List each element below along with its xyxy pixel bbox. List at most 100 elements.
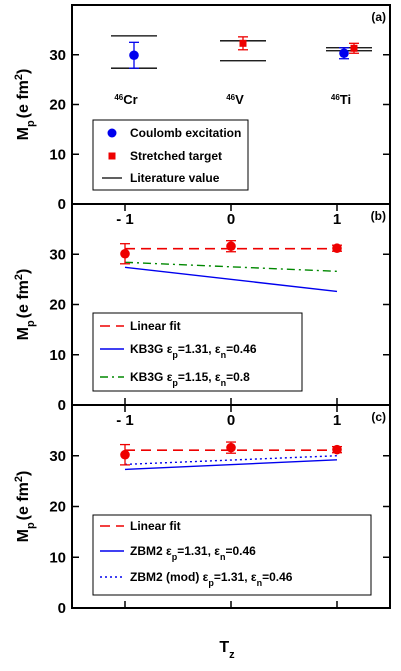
legend-eps-p-value: =1.31, (177, 544, 214, 558)
y-axis-label-units: (e fm (15, 280, 32, 318)
mass-number: 46 (226, 93, 235, 102)
data-point (332, 243, 342, 254)
y-axis-label-subscript: p (25, 320, 37, 327)
element-symbol: V (235, 92, 244, 107)
legend-label: ZBM2 εp=1.31, εn=0.46 (130, 544, 256, 562)
x-axis-label: Tz (219, 639, 235, 661)
y-tick-label: 0 (58, 397, 66, 414)
y-axis-label-subscript: p (25, 522, 37, 529)
legend-label: Linear fit (130, 319, 181, 333)
category-label: 46Cr (114, 92, 137, 107)
legend-eps-p-value: =1.31, (178, 342, 215, 356)
y-axis-label-close: ) (15, 269, 32, 274)
y-axis-label: Mp (e fm2) (13, 471, 37, 543)
series-line-1 (124, 266, 338, 293)
y-tick-label: 30 (49, 246, 66, 263)
x-axis-label-symbol: T (219, 639, 229, 656)
legend-label: Literature value (130, 171, 220, 185)
legend-epsilon-n: ε (215, 342, 221, 356)
panel-label: (a) (371, 10, 386, 24)
coulomb-point (129, 50, 139, 61)
legend-name: ZBM2 (130, 544, 166, 558)
y-axis-label-superscript: 2 (13, 74, 25, 80)
svg-text:Mp(e fm2): Mp (e fm2) (13, 471, 37, 543)
data-point (120, 248, 130, 259)
legend-name: Linear fit (130, 319, 181, 333)
y-tick-label: 30 (49, 47, 66, 64)
legend-name: KB3G (130, 370, 163, 384)
legend-eps-n-value: =0.46 (262, 570, 293, 584)
data-point (332, 444, 342, 455)
data-point (226, 241, 236, 252)
legend-name: KB3G (130, 342, 163, 356)
legend-label: Coulomb excitation (130, 126, 241, 140)
legend-epsilon-n: ε (251, 570, 257, 584)
y-tick-label: 10 (49, 146, 66, 163)
series-line-2 (124, 261, 338, 273)
series-line-2 (124, 455, 338, 466)
stretched-point (350, 44, 358, 52)
x-tick-label: 0 (227, 412, 235, 429)
legend-label: Linear fit (130, 519, 181, 533)
legend-label: ZBM2 (mod) εp=1.31, εn=0.46 (130, 570, 293, 588)
stretched-point (239, 39, 247, 47)
legend-epsilon-p: ε (203, 570, 209, 584)
svg-text:Mp(e fm2): Mp (e fm2) (13, 69, 37, 141)
y-tick-label: 20 (49, 97, 66, 114)
element-symbol: Cr (123, 92, 137, 107)
legend-label: Stretched target (130, 149, 222, 163)
legend-eps-p-value: =1.15, (178, 370, 215, 384)
y-axis-label: Mp (e fm2) (13, 69, 37, 141)
category-label: 46Ti (331, 92, 351, 107)
y-tick-label: 20 (49, 297, 66, 314)
panel-label: (b) (371, 209, 386, 223)
legend-name: Linear fit (130, 519, 181, 533)
legend-eps-n-value: =0.8 (226, 370, 250, 384)
legend-eps-n-value: =0.46 (226, 342, 257, 356)
x-tick-label: 1 (333, 211, 341, 228)
mass-number: 46 (331, 93, 340, 102)
data-point (120, 449, 130, 460)
y-tick-label: 0 (58, 600, 66, 617)
data-point (226, 442, 236, 453)
y-axis-label-units: (e fm (15, 80, 32, 118)
legend-box (92, 514, 372, 596)
y-axis-label-symbol: M (15, 529, 32, 542)
legend-label: KB3G εp=1.15, εn=0.8 (130, 370, 250, 388)
legend-epsilon-p: ε (166, 544, 172, 558)
mass-number: 46 (114, 93, 123, 102)
legend-epsilon-p: ε (167, 342, 173, 356)
coulomb-point (339, 48, 349, 59)
legend-name: ZBM2 (mod) (130, 570, 203, 584)
y-tick-label: 0 (58, 196, 66, 213)
category-label: 46V (226, 92, 244, 107)
svg-text:Mp(e fm2): Mp (e fm2) (13, 269, 37, 341)
legend-label: KB3G εp=1.31, εn=0.46 (130, 342, 257, 360)
legend-marker-stretched (108, 152, 116, 160)
legend-epsilon-n: ε (214, 544, 220, 558)
x-tick-label: 0 (227, 211, 235, 228)
y-tick-label: 30 (49, 448, 66, 465)
y-axis-label-close: ) (15, 471, 32, 476)
x-tick-label: 1 (333, 412, 341, 429)
y-axis-label-symbol: M (15, 127, 32, 140)
legend-marker-coulomb (107, 128, 117, 138)
y-axis-label-close: ) (15, 69, 32, 74)
legend-eps-p-value: =1.31, (214, 570, 251, 584)
y-axis-label: Mp (e fm2) (13, 269, 37, 341)
y-tick-label: 10 (49, 347, 66, 364)
x-tick-label: - 1 (116, 211, 134, 228)
legend-eps-n-value: =0.46 (225, 544, 256, 558)
x-axis-label-subscript: z (229, 649, 235, 661)
y-tick-label: 20 (49, 499, 66, 516)
y-axis-label-units: (e fm (15, 482, 32, 520)
y-axis-label-superscript: 2 (13, 274, 25, 280)
y-axis-label-symbol: M (15, 327, 32, 340)
y-axis-label-superscript: 2 (13, 476, 25, 482)
y-axis-label-subscript: p (25, 120, 37, 127)
series-line-1 (124, 459, 338, 471)
legend-box (92, 312, 303, 392)
panel-label: (c) (371, 410, 386, 424)
